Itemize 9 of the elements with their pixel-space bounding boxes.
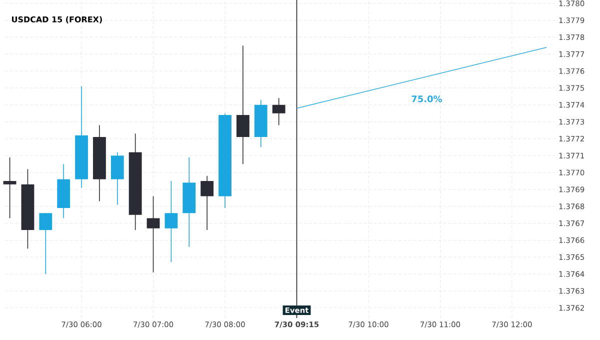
candlestick [236,45,250,164]
candlestick [164,180,178,263]
candlestick [3,156,16,219]
candlestick [200,176,214,230]
candlestick [272,98,286,126]
candlestick [39,212,52,274]
annotation: 75.0% [412,95,442,102]
candlestick [110,152,124,206]
candlestick [146,196,160,273]
